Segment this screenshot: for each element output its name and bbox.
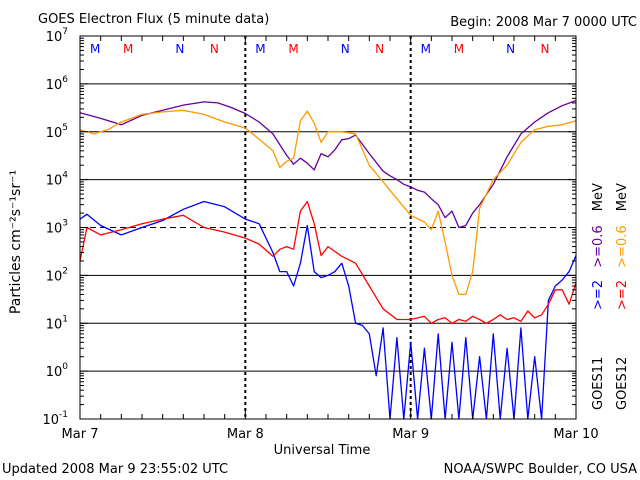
mn-marker: M	[123, 42, 133, 56]
x-tick-label: Mar 10	[553, 427, 598, 442]
mn-marker: M	[454, 42, 464, 56]
legend-goes12: GOES12	[615, 357, 630, 410]
mn-marker: M	[255, 42, 265, 56]
legend-goes11-mev: MeV	[591, 183, 606, 211]
legend-goes12-mev: MeV	[615, 183, 630, 211]
mn-marker: N	[506, 42, 515, 56]
updated-timestamp: Updated 2008 Mar 9 23:55:02 UTC	[2, 462, 228, 477]
axes: 10-1 100 101 102 103 104 105 106 107 Mar 7 Mar 8 Ma…	[42, 27, 598, 442]
mn-marker: N	[175, 42, 184, 56]
mn-marker: N	[541, 42, 550, 56]
y-tick-label: 106	[46, 75, 69, 93]
x-axis-label: Universal Time	[274, 443, 371, 458]
y-tick-label: 103	[46, 219, 68, 237]
legend-goes11: GOES11	[591, 357, 606, 410]
x-tick-label: Mar 7	[62, 427, 99, 442]
series-line	[79, 200, 577, 420]
y-tick-label: 10-1	[42, 410, 68, 428]
series-line	[79, 200, 577, 324]
mn-marker: M	[288, 42, 298, 56]
series-line	[79, 99, 577, 229]
mn-marker: M	[421, 42, 431, 56]
y-tick-label: 100	[46, 362, 69, 380]
legend-goes11-ge2: >=2	[591, 280, 606, 310]
y-tick-label: 104	[46, 171, 69, 189]
y-tick-label: 105	[46, 123, 68, 141]
legend-goes12-ge2: >=2	[615, 280, 630, 310]
mn-marker: N	[341, 42, 350, 56]
x-tick-label: Mar 9	[392, 427, 429, 442]
legend-goes12-ge06: >=0.6	[615, 225, 630, 267]
legend: GOES11 GOES12 >=2 >=0.6 MeV >=2 >=0.6 Me…	[591, 183, 630, 410]
begin-time: Begin: 2008 Mar 7 0000 UTC	[450, 15, 637, 30]
chart-title: GOES Electron Flux (5 minute data)	[38, 12, 269, 27]
mn-marker: N	[210, 42, 219, 56]
x-tick-label: Mar 8	[227, 427, 264, 442]
credit-text: NOAA/SWPC Boulder, CO USA	[444, 462, 637, 477]
y-axis-label: Particles cm⁻²s⁻¹sr⁻¹	[8, 170, 24, 314]
y-tick-label: 101	[46, 314, 68, 332]
svg-text:>=2 >=0.6 MeV: >=2 >=0.6 MeV	[591, 183, 606, 310]
gridlines	[80, 36, 576, 419]
y-tick-label: 107	[46, 27, 68, 45]
mn-marker: M	[90, 42, 100, 56]
y-tick-label: 102	[46, 266, 68, 284]
legend-goes11-ge06: >=0.6	[591, 225, 606, 267]
svg-text:>=2 >=0.6 MeV: >=2 >=0.6 MeV	[615, 183, 630, 310]
series-line	[79, 109, 577, 296]
mn-marker: N	[375, 42, 384, 56]
series-lines	[79, 99, 577, 420]
